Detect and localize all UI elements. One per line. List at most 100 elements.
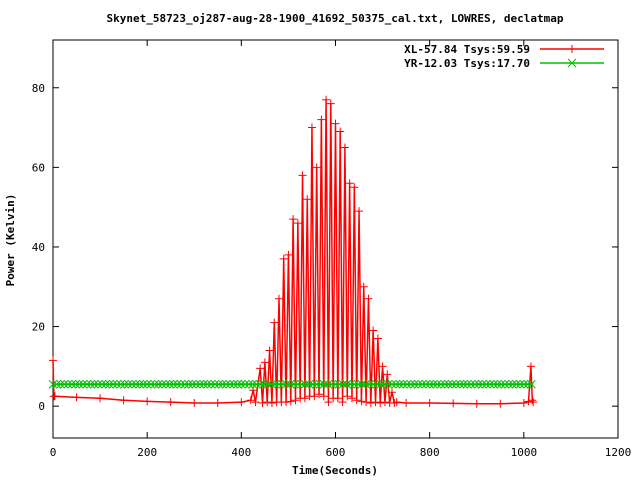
data-point (101, 379, 111, 389)
data-point (263, 398, 272, 407)
data-point (210, 379, 220, 389)
data-point (184, 379, 193, 389)
data-point (369, 326, 378, 335)
data-point (326, 99, 335, 108)
data-point (289, 379, 299, 389)
data-point (112, 379, 122, 389)
data-point (279, 254, 288, 263)
data-point (519, 379, 529, 389)
data-point (298, 171, 307, 180)
data-point (331, 379, 340, 389)
data-point (402, 398, 411, 407)
y-tick-label: 20 (32, 321, 45, 334)
data-point (169, 379, 178, 389)
data-point (496, 399, 505, 408)
data-point (199, 379, 209, 389)
data-point (90, 379, 99, 389)
data-point (188, 379, 197, 389)
data-point (286, 397, 295, 406)
data-point (233, 379, 242, 389)
data-point (263, 379, 273, 389)
data-point (447, 379, 457, 389)
y-axis-label: Power (Kelvin) (4, 194, 17, 287)
data-point (267, 379, 276, 389)
x-tick-label: 1000 (511, 446, 538, 459)
data-point (324, 398, 333, 407)
data-point (524, 397, 533, 406)
data-point (310, 392, 319, 401)
data-point (260, 358, 269, 367)
data-point (312, 163, 321, 172)
data-point (322, 95, 331, 104)
plot-frame (52, 39, 619, 439)
data-point (527, 379, 536, 389)
legend-label-xl: XL-57.84 Tsys:59.59 (404, 43, 530, 56)
data-point (472, 399, 481, 408)
data-point (366, 398, 375, 407)
data-point (336, 127, 345, 136)
legend-marker (568, 45, 576, 53)
data-point (96, 394, 105, 403)
data-point (327, 379, 337, 389)
data-point (154, 379, 163, 389)
data-point (265, 346, 274, 355)
data-point (391, 379, 401, 389)
data-point (496, 379, 506, 389)
data-point (59, 379, 69, 389)
data-point (225, 379, 235, 389)
data-point (350, 183, 359, 192)
data-point (275, 294, 283, 303)
data-point (127, 379, 137, 389)
data-point (123, 379, 133, 389)
data-point (395, 379, 404, 389)
data-point (150, 379, 160, 389)
data-point (157, 379, 167, 389)
data-point (86, 379, 96, 389)
data-point (221, 379, 231, 389)
x-tick-label: 0 (50, 446, 57, 459)
data-point (417, 379, 427, 389)
data-point (432, 379, 442, 389)
data-point (383, 370, 392, 379)
data-point (425, 398, 434, 407)
data-point (120, 379, 129, 389)
data-point (131, 379, 141, 389)
data-point (331, 119, 340, 128)
data-point (346, 379, 355, 389)
data-point (364, 294, 373, 303)
data-point (304, 379, 314, 389)
data-point (414, 379, 423, 389)
data-point (312, 379, 322, 389)
data-point (449, 399, 458, 408)
data-point (75, 379, 84, 389)
data-point (529, 398, 538, 407)
data-point (347, 394, 356, 403)
data-point (462, 379, 472, 389)
data-point (246, 396, 255, 405)
data-point (489, 379, 499, 389)
data-point (303, 195, 312, 204)
series-line (52, 99, 534, 405)
y-axis: 0 20 40 60 80 (32, 82, 618, 413)
data-point (388, 388, 396, 397)
data-point (357, 379, 367, 389)
data-point (105, 379, 114, 389)
data-point (523, 379, 532, 389)
data-point (97, 379, 107, 389)
data-point (206, 379, 216, 389)
data-point (333, 394, 342, 403)
data-point (342, 379, 352, 389)
data-point (252, 379, 261, 389)
data-point (402, 379, 412, 389)
series-layer (48, 95, 538, 408)
data-point (376, 379, 386, 389)
data-point (343, 392, 352, 401)
data-point (319, 392, 328, 401)
data-point (380, 379, 389, 389)
data-point (355, 207, 364, 216)
data-point (359, 282, 368, 291)
data-point (195, 379, 205, 389)
data-point (307, 123, 316, 132)
data-point (410, 379, 419, 389)
series-0 (49, 95, 538, 408)
